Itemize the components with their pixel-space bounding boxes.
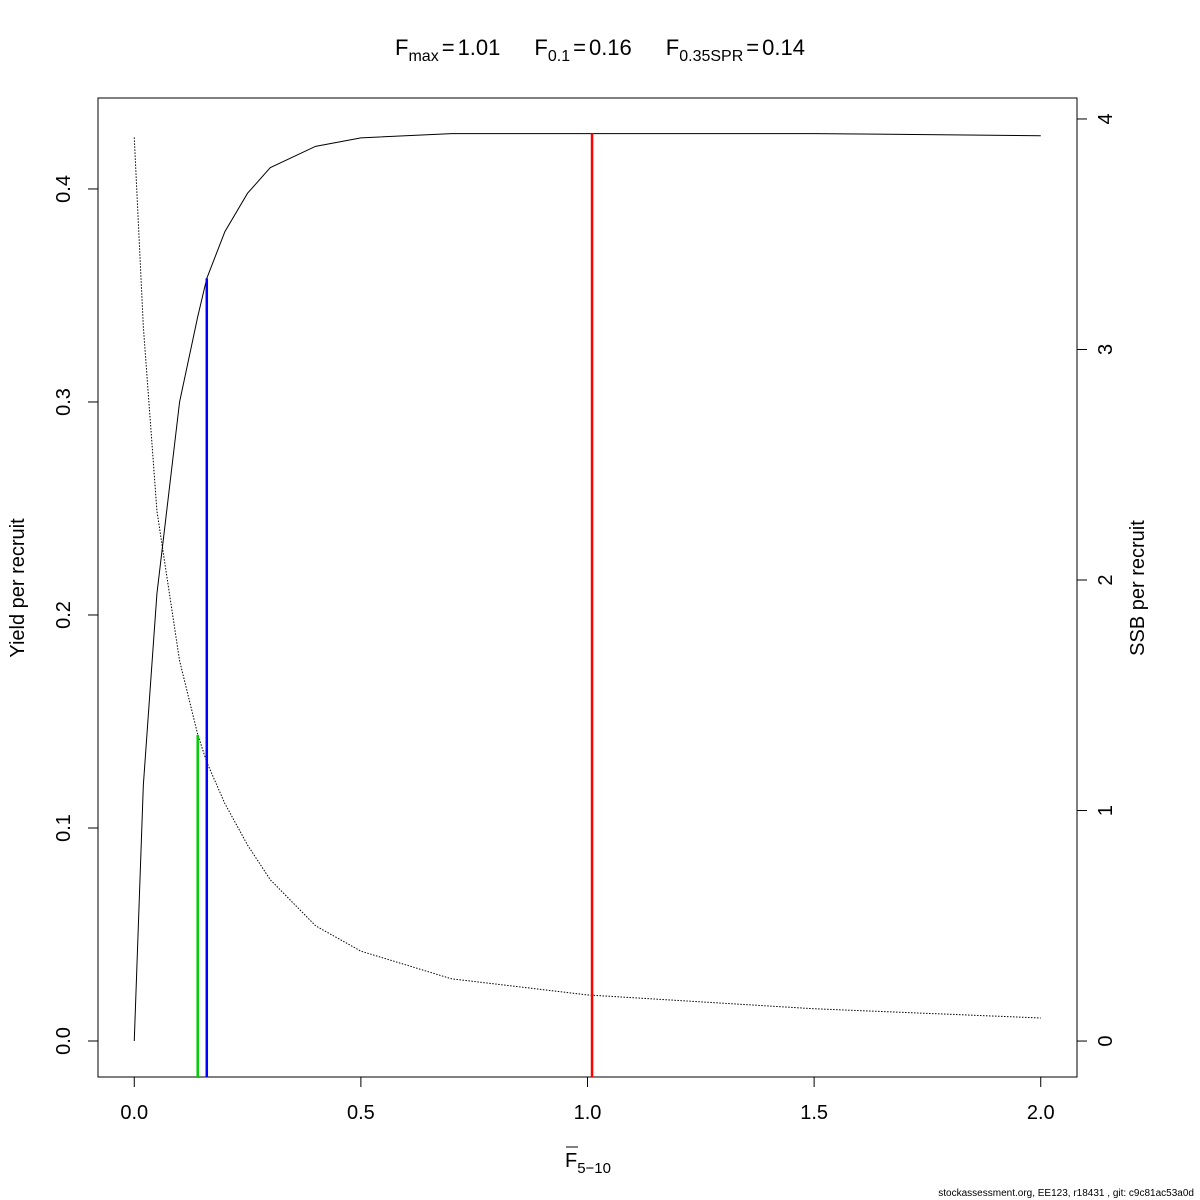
y-tick-label: 0.0 [53, 1027, 75, 1055]
series-line [133, 137, 1041, 1019]
title-symbol: F [395, 35, 408, 60]
title-symbol: F [534, 35, 547, 60]
x-label-subscript: 5−10 [577, 1160, 611, 1177]
title-value: 1.01 [458, 35, 501, 60]
x-tick-label: 1.0 [574, 1102, 602, 1124]
y2-axis-label: SSB per recruit [1127, 520, 1149, 656]
y-tick-label: 0.3 [53, 388, 75, 416]
y-tick-label: 0.2 [53, 601, 75, 629]
x-label-symbol: F [565, 1150, 577, 1172]
x-tick-label: 0.0 [120, 1102, 148, 1124]
series-line [133, 133, 1041, 1042]
chart-title: Fmax = 1.01 F0.1 = 0.16 F0.35SPR = 0.14 [395, 35, 805, 65]
title-subscript: 0.1 [548, 48, 570, 65]
y-axis-label: Yield per recruit [7, 518, 29, 658]
x-tick-label: 2.0 [1027, 1102, 1055, 1124]
title-relation: = [746, 35, 759, 60]
title-symbol: F [666, 35, 679, 60]
title-relation: = [573, 35, 586, 60]
footer: stockassessment.org, EE123, r18431 , git… [938, 1188, 1194, 1199]
title-value: 0.16 [589, 35, 632, 60]
x-tick-label: 0.5 [347, 1102, 375, 1124]
y2-tick-label: 2 [1095, 574, 1117, 585]
title-subscript: max [408, 48, 438, 65]
title-subscript: 0.35SPR [679, 48, 743, 65]
y-tick-label: 0.4 [53, 175, 75, 203]
title-relation: = [442, 35, 455, 60]
x-axis-label: F5−10 [565, 1150, 611, 1177]
y2-tick-label: 4 [1095, 113, 1117, 124]
y2-tick-label: 3 [1095, 344, 1117, 355]
x-tick-label: 1.5 [800, 1102, 828, 1124]
plot-frame [97, 97, 1078, 1078]
title-value: 0.14 [762, 35, 805, 60]
y2-tick-label: 1 [1095, 805, 1117, 816]
y2-tick-label: 0 [1095, 1035, 1117, 1046]
y-tick-label: 0.1 [53, 814, 75, 842]
